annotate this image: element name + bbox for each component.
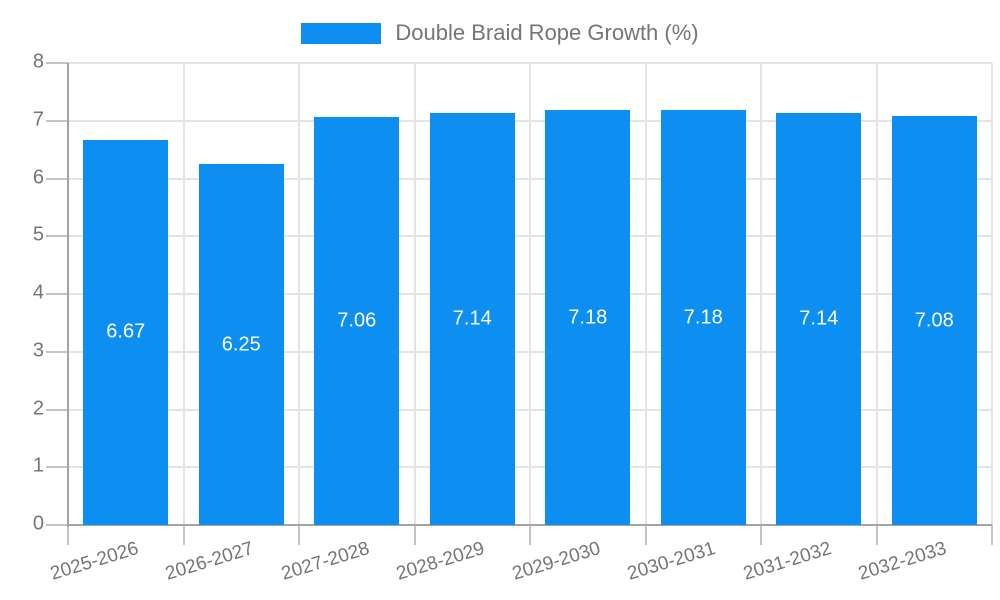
x-tick (644, 525, 647, 545)
y-tick (46, 408, 68, 411)
legend-swatch-icon (301, 22, 382, 44)
y-tick (46, 293, 68, 295)
x-axis-line (68, 524, 992, 526)
x-axis-tick-label: 2031-2032 (740, 538, 834, 585)
y-tick (46, 350, 68, 353)
bar-value-label: 6.25 (221, 333, 261, 356)
bar (545, 110, 631, 525)
y-tick (46, 235, 68, 238)
bar (429, 112, 515, 525)
x-gridline (875, 63, 878, 525)
x-tick (760, 525, 762, 545)
x-tick (67, 525, 69, 545)
x-tick (298, 525, 300, 545)
x-gridline (529, 63, 531, 525)
bar-value-label: 7.18 (568, 306, 608, 329)
x-tick (991, 525, 993, 545)
bar-value-label: 7.14 (799, 307, 839, 330)
x-gridline (760, 63, 762, 525)
bar-value-label: 6.67 (106, 320, 146, 343)
x-axis-tick-label: 2029-2030 (509, 538, 603, 585)
x-tick (529, 525, 531, 545)
y-axis-line (67, 63, 69, 527)
legend: Double Braid Rope Growth (%) (0, 20, 1000, 46)
x-axis-tick-label: 2027-2028 (278, 538, 372, 585)
bar (83, 139, 169, 525)
x-axis-tick-label: 2026-2027 (163, 538, 257, 585)
bar (776, 112, 862, 525)
y-axis-tick-label: 4 (32, 281, 44, 304)
bar (314, 117, 400, 525)
x-gridline (413, 63, 416, 525)
legend-label: Double Braid Rope Growth (%) (395, 20, 699, 45)
x-gridline (182, 63, 185, 525)
y-axis-tick-label: 8 (32, 50, 44, 73)
x-gridline (644, 63, 647, 525)
y-tick (46, 466, 68, 469)
bar (198, 164, 284, 525)
bar-value-label: 7.08 (914, 309, 954, 332)
y-tick (46, 524, 68, 526)
y-axis-tick-label: 7 (32, 108, 44, 131)
bar-value-label: 7.18 (683, 306, 723, 329)
y-axis-tick-label: 5 (32, 223, 44, 246)
x-tick (875, 525, 878, 545)
x-tick (182, 525, 185, 545)
x-tick (413, 525, 416, 545)
x-gridline (991, 63, 993, 525)
x-axis-tick-label: 2030-2031 (625, 538, 719, 585)
x-axis-tick-label: 2025-2026 (47, 538, 141, 585)
y-tick (46, 177, 68, 180)
y-axis-tick-label: 2 (32, 397, 44, 420)
bar (891, 116, 977, 525)
x-gridline (298, 63, 300, 525)
y-axis-tick-label: 1 (32, 454, 44, 477)
y-tick (46, 62, 68, 64)
bar (660, 110, 746, 525)
bar-value-label: 7.06 (337, 309, 377, 332)
x-axis-tick-label: 2032-2033 (856, 538, 950, 585)
y-tick (46, 119, 68, 122)
y-axis-tick-label: 6 (32, 166, 44, 189)
y-axis-tick-label: 3 (32, 339, 44, 362)
legend-item[interactable]: Double Braid Rope Growth (%) (301, 20, 699, 46)
y-axis-tick-label: 0 (32, 512, 44, 535)
bar-value-label: 7.14 (452, 307, 492, 330)
x-axis-tick-label: 2028-2029 (394, 538, 488, 585)
